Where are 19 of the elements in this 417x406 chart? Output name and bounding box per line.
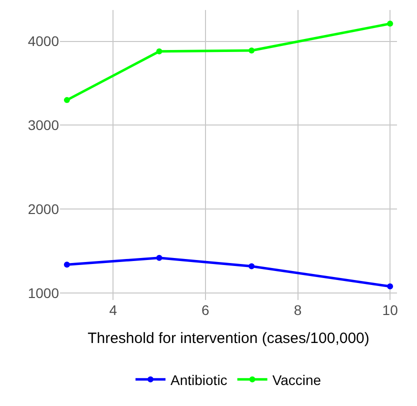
x-tick-label: 10 xyxy=(382,302,398,318)
legend-label: Antibiotic xyxy=(170,372,228,388)
x-tick-label: 8 xyxy=(294,302,302,318)
x-tick-label: 6 xyxy=(202,302,210,318)
point xyxy=(248,263,255,270)
point xyxy=(387,20,394,27)
y-tick-label: 2000 xyxy=(28,201,60,218)
legend-label: Vaccine xyxy=(272,372,322,388)
x-tick-label: 4 xyxy=(109,302,118,318)
point xyxy=(387,283,394,290)
point xyxy=(64,262,70,268)
y-tick-label: 1000 xyxy=(28,285,60,302)
point xyxy=(64,97,70,104)
y-tick-label: 3000 xyxy=(28,117,60,134)
x-axis-title: Threshold for intervention (cases/100,000) xyxy=(88,330,370,347)
y-tick-label: 4000 xyxy=(28,33,60,50)
point xyxy=(248,48,255,54)
point xyxy=(156,254,162,261)
point xyxy=(156,48,162,54)
